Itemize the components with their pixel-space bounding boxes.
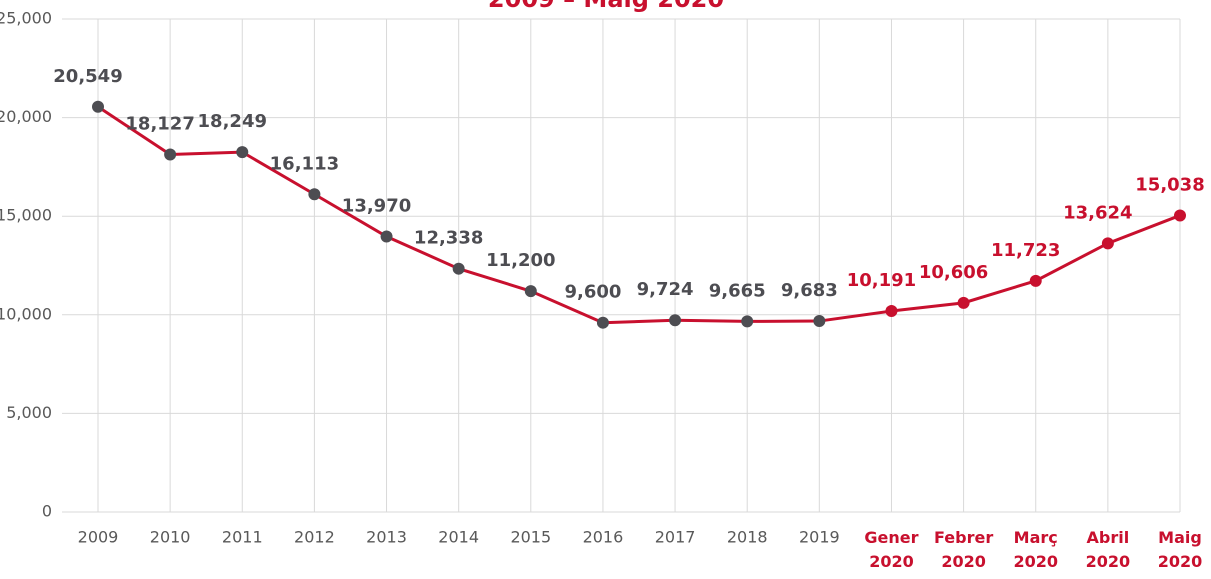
data-point: [524, 285, 537, 298]
data-label: 10,191: [847, 270, 916, 291]
y-tick-label: 5,000: [6, 403, 52, 422]
data-point: [957, 296, 970, 309]
x-tick-label: 2012: [294, 528, 335, 547]
y-tick-label: 15,000: [0, 206, 52, 225]
y-tick-label: 0: [42, 502, 52, 521]
data-point: [1174, 209, 1186, 222]
data-label: 18,249: [198, 111, 267, 132]
data-point: [380, 230, 393, 243]
data-label: 16,113: [270, 153, 339, 174]
x-tick-label: 2010: [150, 528, 191, 547]
data-label: 12,338: [414, 228, 483, 249]
data-label: 15,038: [1135, 174, 1204, 195]
data-label: 9,665: [709, 280, 766, 301]
data-label: 11,723: [991, 240, 1060, 261]
y-tick-label: 10,000: [0, 304, 52, 323]
x-tick-label: 2013: [366, 528, 407, 547]
x-tick-label: 2019: [799, 528, 840, 547]
x-tick-label: Maig 2020: [1158, 528, 1203, 571]
data-label: 20,549: [53, 66, 122, 87]
x-tick-label: 2011: [222, 528, 263, 547]
x-tick-label: Febrer 2020: [934, 528, 993, 571]
x-tick-label: Gener 2020: [864, 528, 918, 571]
y-tick-label: 20,000: [0, 107, 52, 126]
x-tick-label: 2018: [727, 528, 768, 547]
data-label: 13,624: [1063, 202, 1132, 223]
data-point: [308, 188, 321, 201]
data-point: [164, 148, 177, 161]
data-point: [596, 316, 609, 329]
data-point: [885, 305, 898, 318]
data-point: [741, 315, 754, 328]
data-point: [1101, 237, 1114, 250]
x-tick-label: Abril 2020: [1086, 528, 1131, 571]
data-label: 11,200: [486, 250, 555, 271]
data-point: [813, 315, 826, 328]
data-point: [236, 146, 249, 159]
data-label: 9,600: [564, 282, 621, 303]
data-label: 10,606: [919, 262, 988, 283]
y-tick-label: 25,000: [0, 9, 52, 28]
chart-title: 2009 – Maig 2020: [488, 0, 724, 13]
data-label: 18,127: [125, 114, 194, 135]
x-tick-label: 2009: [78, 528, 119, 547]
x-tick-label: 2014: [438, 528, 479, 547]
x-tick-label: Març 2020: [1013, 528, 1058, 571]
data-label: 9,724: [637, 279, 694, 300]
data-point: [92, 100, 104, 113]
data-label: 13,970: [342, 196, 411, 217]
x-tick-label: 2015: [510, 528, 551, 547]
data-point: [452, 262, 465, 275]
series-line: [97, 105, 892, 325]
x-tick-label: 2016: [583, 528, 624, 547]
x-tick-label: 2017: [655, 528, 696, 547]
data-point: [1029, 274, 1042, 287]
data-point: [669, 314, 682, 327]
data-label: 9,683: [781, 280, 838, 301]
